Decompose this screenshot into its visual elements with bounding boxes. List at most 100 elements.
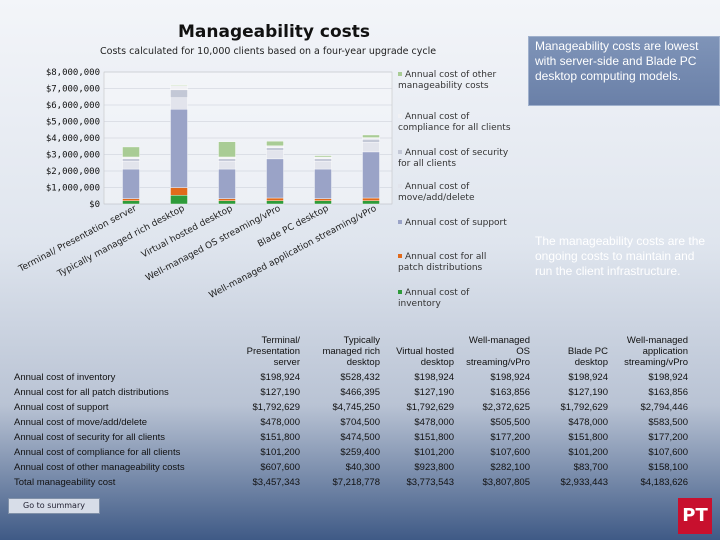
bar-segment xyxy=(266,147,284,151)
bar-segment xyxy=(362,142,380,153)
table-row-label: Annual cost of other manageability costs xyxy=(14,462,185,473)
bar-segment xyxy=(170,97,188,110)
bar-segment xyxy=(314,155,332,158)
go-to-summary-button[interactable]: Go to summary xyxy=(8,498,100,514)
legend-swatch xyxy=(398,184,402,188)
y-tick-label: $7,000,000 xyxy=(46,85,100,95)
legend-item: Annual cost of security for all clients xyxy=(398,148,513,170)
table-cell: $127,190 xyxy=(260,387,300,398)
table-cell: $177,200 xyxy=(490,432,530,443)
legend-item: Annual cost of compliance for all client… xyxy=(398,112,513,134)
table-cell: $151,800 xyxy=(260,432,300,443)
table-cell: $163,856 xyxy=(648,387,688,398)
y-tick-label: $1,000,000 xyxy=(46,184,100,194)
bar-segment xyxy=(218,158,236,162)
table-cell: $583,500 xyxy=(648,417,688,428)
table-cell: $198,924 xyxy=(414,372,454,383)
cost-table: Terminal/ Presentation server Typically … xyxy=(12,335,690,490)
bar-segment xyxy=(266,197,284,201)
x-tick-label: Well-managed application streaming/vPro xyxy=(208,204,379,301)
stacked-bar-chart: $0 $1,000,000 $2,000,000 $3,000,000 $4,000,0… xyxy=(16,68,393,301)
table-row: Annual cost of inventory $198,924 $528,432… xyxy=(12,370,690,385)
table-cell: $158,100 xyxy=(648,462,688,473)
legend-item: Annual cost of other manageability costs xyxy=(398,70,513,92)
legend-item: Annual cost of move/add/delete xyxy=(398,182,513,204)
legend-label: Annual cost of support xyxy=(405,218,507,228)
bar-segment xyxy=(170,84,188,86)
legend-swatch xyxy=(398,220,402,224)
bar-segment xyxy=(362,151,380,199)
table-cell: $3,457,343 xyxy=(252,477,300,488)
bar-segment xyxy=(314,158,332,162)
table-cell: $282,100 xyxy=(490,462,530,473)
bar-segment xyxy=(218,160,236,170)
bar-segment xyxy=(266,200,284,205)
table-cell: $198,924 xyxy=(490,372,530,383)
legend-label: Annual cost of move/add/delete xyxy=(398,182,475,203)
table-cell: $198,924 xyxy=(648,372,688,383)
table-row: Annual cost of security for all clients $… xyxy=(12,430,690,445)
table-cell: $704,500 xyxy=(340,417,380,428)
table-row-label: Annual cost of security for all clients xyxy=(14,432,166,443)
y-tick-label: $5,000,000 xyxy=(46,118,100,128)
table-row-label: Annual cost of support xyxy=(14,402,109,413)
table-cell: $2,933,443 xyxy=(560,477,608,488)
pt-logo: PT xyxy=(678,498,712,534)
table-cell: $607,600 xyxy=(260,462,300,473)
table-cell: $107,600 xyxy=(490,447,530,458)
callout-note-right: The manageability costs are the ongoing … xyxy=(535,234,706,278)
bar-segment xyxy=(314,156,332,159)
bar-segment xyxy=(266,145,284,148)
table-col-header: Well-managed OS streaming/vPro xyxy=(466,335,530,368)
legend-label: Annual cost of compliance for all client… xyxy=(398,112,511,133)
bar-segment xyxy=(314,200,332,205)
bar-segment xyxy=(314,198,332,201)
y-tick-label: $0 xyxy=(89,200,100,210)
y-tick-label: $2,000,000 xyxy=(46,167,100,177)
bar-segment xyxy=(218,200,236,205)
bar-segment xyxy=(218,156,236,159)
table-cell: $466,395 xyxy=(340,387,380,398)
bar-segment xyxy=(362,137,380,140)
bar-segment xyxy=(122,158,140,162)
y-tick-label: $4,000,000 xyxy=(46,134,100,144)
table-col-header: Terminal/ Presentation server xyxy=(246,335,300,368)
bar-segment xyxy=(218,198,236,201)
y-tick-label: $6,000,000 xyxy=(46,101,100,111)
table-cell: $1,792,629 xyxy=(406,402,454,413)
bar-segment xyxy=(122,168,140,199)
table-cell: $40,300 xyxy=(345,462,380,473)
y-tick-label: $8,000,000 xyxy=(46,68,100,78)
bar-segment xyxy=(362,200,380,205)
table-col-header: Blade PC desktop xyxy=(567,346,608,368)
table-cell: $101,200 xyxy=(568,447,608,458)
bar-segment xyxy=(122,160,140,170)
bar-segment xyxy=(122,156,140,159)
table-cell: $1,792,629 xyxy=(560,402,608,413)
bar-segment xyxy=(170,195,188,205)
table-cell: $127,190 xyxy=(568,387,608,398)
table-cell: $478,000 xyxy=(414,417,454,428)
table-row: Annual cost of compliance for all client… xyxy=(12,445,690,460)
table-cell: $1,792,629 xyxy=(252,402,300,413)
legend-swatch xyxy=(398,150,402,154)
table-cell: $478,000 xyxy=(568,417,608,428)
table-row-label: Annual cost of move/add/delete xyxy=(14,417,148,428)
legend-label: Annual cost of other manageability costs xyxy=(398,70,497,91)
table-row-label: Annual cost of inventory xyxy=(14,372,116,383)
bar-segment xyxy=(170,187,188,196)
bar-segment xyxy=(122,146,140,158)
bar-segment xyxy=(362,134,380,138)
bar-segment xyxy=(122,198,140,201)
table-cell: $198,924 xyxy=(260,372,300,383)
table-cell: $4,745,250 xyxy=(332,402,380,413)
bar-segment xyxy=(170,89,188,98)
table-row-label: Annual cost for all patch distributions xyxy=(14,387,169,398)
table-cell: $101,200 xyxy=(260,447,300,458)
legend-swatch xyxy=(398,72,402,76)
table-cell: $127,190 xyxy=(414,387,454,398)
table-cell: $151,800 xyxy=(568,432,608,443)
bar-segment xyxy=(218,168,236,199)
table-row: Annual cost of move/add/delete $478,000 $7… xyxy=(12,415,690,430)
table-cell: $107,600 xyxy=(648,447,688,458)
